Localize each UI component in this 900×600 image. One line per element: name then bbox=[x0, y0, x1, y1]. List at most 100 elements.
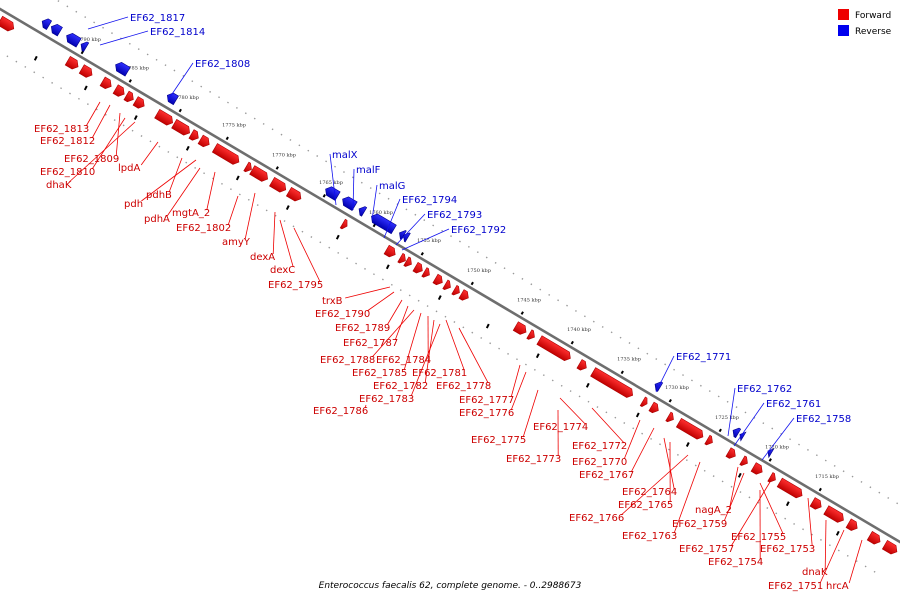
gene-label[interactable]: EF62_1771 bbox=[676, 352, 731, 363]
gene-label[interactable]: EF62_1778 bbox=[436, 381, 491, 392]
forward-gene-feature[interactable] bbox=[845, 518, 860, 533]
gene-label[interactable]: EF62_1795 bbox=[268, 280, 323, 291]
forward-gene-feature[interactable] bbox=[639, 396, 649, 408]
forward-gene-feature[interactable] bbox=[99, 76, 114, 91]
gene-label[interactable]: EF62_1802 bbox=[176, 223, 231, 234]
gene-label[interactable]: EF62_1757 bbox=[679, 544, 734, 555]
gene-label[interactable]: EF62_1810 bbox=[40, 167, 95, 178]
forward-gene-feature[interactable] bbox=[397, 252, 408, 265]
forward-gene-feature[interactable] bbox=[776, 477, 804, 500]
reverse-gene-feature[interactable] bbox=[323, 185, 341, 201]
forward-gene-feature[interactable] bbox=[188, 129, 201, 143]
gene-label[interactable]: nagA_2 bbox=[695, 505, 732, 516]
forward-gene-feature[interactable] bbox=[536, 335, 573, 363]
forward-gene-feature[interactable] bbox=[432, 273, 445, 287]
gene-label[interactable]: EF62_1777 bbox=[459, 395, 514, 406]
gene-label[interactable]: EF62_1809 bbox=[64, 154, 119, 165]
gene-label[interactable]: EF62_1785 bbox=[352, 368, 407, 379]
gene-label[interactable]: EF62_1758 bbox=[796, 414, 851, 425]
forward-gene-feature[interactable] bbox=[403, 256, 414, 269]
forward-gene-feature[interactable] bbox=[249, 165, 271, 184]
gene-label[interactable]: EF62_1817 bbox=[130, 13, 185, 24]
reverse-gene-feature[interactable] bbox=[40, 17, 53, 30]
gene-label[interactable]: hrcA bbox=[826, 581, 849, 592]
gene-label[interactable]: EF62_1781 bbox=[412, 368, 467, 379]
gene-label[interactable]: EF62_1767 bbox=[579, 470, 634, 481]
forward-gene-feature[interactable] bbox=[590, 367, 636, 400]
reverse-gene-feature[interactable] bbox=[730, 426, 742, 439]
forward-gene-feature[interactable] bbox=[512, 321, 528, 337]
forward-gene-feature[interactable] bbox=[458, 289, 471, 303]
reverse-gene-feature[interactable] bbox=[356, 205, 368, 217]
gene-label[interactable]: EF62_1813 bbox=[34, 124, 89, 135]
forward-gene-feature[interactable] bbox=[675, 417, 705, 441]
forward-gene-feature[interactable] bbox=[750, 462, 765, 477]
gene-label[interactable]: pdhB bbox=[146, 190, 172, 201]
gene-label[interactable]: EF62_1770 bbox=[572, 457, 627, 468]
gene-label[interactable]: EF62_1787 bbox=[343, 338, 398, 349]
forward-gene-feature[interactable] bbox=[809, 497, 824, 512]
gene-label[interactable]: dexC bbox=[270, 265, 295, 276]
forward-gene-feature[interactable] bbox=[171, 119, 193, 137]
forward-gene-feature[interactable] bbox=[648, 401, 661, 415]
forward-gene-feature[interactable] bbox=[285, 186, 303, 203]
gene-label[interactable]: EF62_1751 bbox=[768, 581, 823, 592]
gene-label[interactable]: EF62_1788 bbox=[320, 355, 375, 366]
forward-gene-feature[interactable] bbox=[881, 539, 899, 556]
forward-gene-feature[interactable] bbox=[197, 134, 212, 149]
forward-gene-feature[interactable] bbox=[725, 447, 738, 461]
gene-label[interactable]: EF62_1814 bbox=[150, 27, 205, 38]
gene-label[interactable]: EF62_1774 bbox=[533, 422, 588, 433]
gene-label[interactable]: EF62_1754 bbox=[708, 557, 763, 568]
forward-gene-feature[interactable] bbox=[154, 108, 176, 127]
reverse-gene-feature[interactable] bbox=[340, 195, 358, 211]
gene-label[interactable]: EF62_1755 bbox=[731, 532, 786, 543]
gene-label[interactable]: EF62_1759 bbox=[672, 519, 727, 530]
reverse-gene-feature[interactable] bbox=[64, 31, 82, 48]
reverse-gene-feature[interactable] bbox=[78, 40, 90, 52]
forward-gene-feature[interactable] bbox=[269, 176, 288, 194]
forward-gene-feature[interactable] bbox=[412, 261, 425, 275]
forward-gene-feature[interactable] bbox=[78, 64, 94, 80]
gene-label[interactable]: EF62_1775 bbox=[471, 435, 526, 446]
gene-label[interactable]: dnaK bbox=[802, 567, 828, 578]
gene-label[interactable]: malG bbox=[379, 181, 405, 192]
forward-gene-feature[interactable] bbox=[0, 15, 16, 33]
gene-label[interactable]: EF62_1765 bbox=[618, 500, 673, 511]
forward-gene-feature[interactable] bbox=[442, 279, 453, 292]
forward-gene-feature[interactable] bbox=[823, 505, 846, 525]
gene-label[interactable]: malF bbox=[356, 165, 381, 176]
gene-label[interactable]: EF62_1773 bbox=[506, 454, 561, 465]
gene-label[interactable]: EF62_1794 bbox=[402, 195, 457, 206]
gene-label[interactable]: EF62_1789 bbox=[335, 323, 390, 334]
gene-label[interactable]: pdh bbox=[124, 199, 143, 210]
forward-gene-feature[interactable] bbox=[64, 55, 80, 71]
forward-gene-feature[interactable] bbox=[451, 284, 462, 297]
gene-label[interactable]: trxB bbox=[322, 296, 343, 307]
forward-gene-feature[interactable] bbox=[243, 161, 254, 174]
reverse-gene-feature[interactable] bbox=[113, 60, 131, 77]
gene-label[interactable]: EF62_1766 bbox=[569, 513, 624, 524]
gene-label[interactable]: EF62_1753 bbox=[760, 544, 815, 555]
gene-label[interactable]: EF62_1786 bbox=[313, 406, 368, 417]
gene-label[interactable]: EF62_1808 bbox=[195, 59, 250, 70]
gene-label[interactable]: EF62_1764 bbox=[622, 487, 677, 498]
forward-gene-feature[interactable] bbox=[866, 531, 882, 546]
gene-label[interactable]: malX bbox=[332, 150, 358, 161]
forward-gene-feature[interactable] bbox=[339, 218, 349, 230]
gene-label[interactable]: EF62_1792 bbox=[451, 225, 506, 236]
forward-gene-feature[interactable] bbox=[739, 455, 750, 468]
forward-gene-feature[interactable] bbox=[526, 329, 537, 342]
forward-gene-feature[interactable] bbox=[767, 472, 778, 485]
gene-label[interactable]: EF62_1762 bbox=[737, 384, 792, 395]
forward-gene-feature[interactable] bbox=[112, 84, 127, 99]
reverse-gene-feature[interactable] bbox=[165, 91, 179, 106]
gene-label[interactable]: EF62_1782 bbox=[373, 381, 428, 392]
gene-label[interactable]: EF62_1763 bbox=[622, 531, 677, 542]
reverse-gene-feature[interactable] bbox=[49, 22, 63, 37]
gene-label[interactable]: EF62_1761 bbox=[766, 399, 821, 410]
gene-label[interactable]: dexA bbox=[250, 252, 275, 263]
gene-label[interactable]: mgtA_2 bbox=[172, 208, 210, 219]
forward-gene-feature[interactable] bbox=[123, 90, 136, 104]
forward-gene-feature[interactable] bbox=[704, 434, 715, 447]
